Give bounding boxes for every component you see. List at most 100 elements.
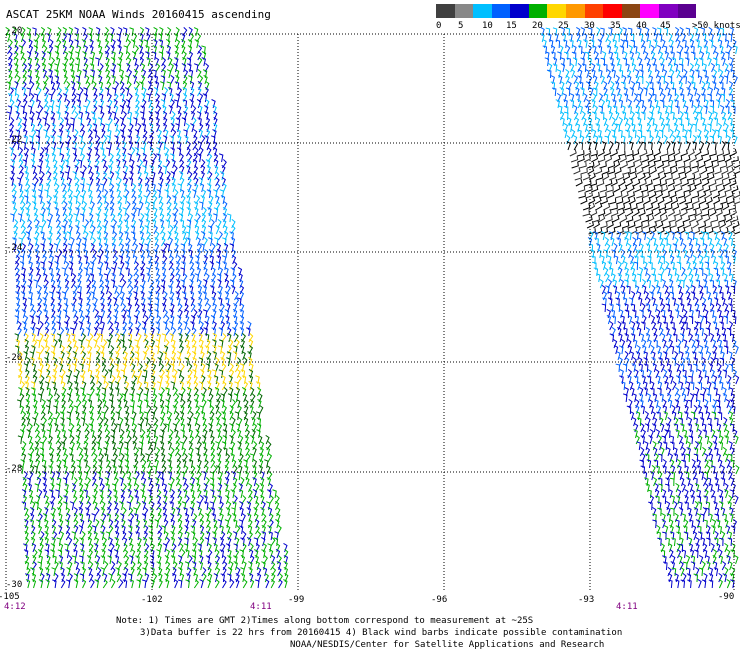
wind-barb bbox=[615, 141, 620, 151]
wind-barb bbox=[612, 285, 618, 295]
wind-barb bbox=[194, 273, 200, 283]
wind-barb bbox=[27, 453, 33, 463]
wind-barb bbox=[710, 185, 718, 193]
wind-barb bbox=[592, 261, 597, 271]
wind-barb bbox=[231, 273, 237, 283]
wind-barb bbox=[145, 357, 151, 367]
wind-barb bbox=[714, 167, 722, 175]
wind-barb bbox=[233, 302, 238, 313]
wind-barb bbox=[174, 411, 180, 421]
wind-barb bbox=[45, 165, 51, 175]
wind-barb bbox=[169, 321, 174, 331]
wind-barb bbox=[593, 220, 600, 229]
wind-barb bbox=[548, 62, 553, 73]
wind-barb bbox=[133, 45, 140, 55]
wind-barb bbox=[188, 453, 193, 463]
wind-barb bbox=[135, 345, 140, 355]
wind-barb bbox=[199, 495, 204, 505]
wind-barb bbox=[66, 152, 71, 163]
legend-swatch bbox=[473, 4, 492, 18]
wind-barb bbox=[205, 477, 210, 487]
wind-barb bbox=[618, 333, 623, 343]
wind-barb bbox=[123, 219, 129, 229]
wind-barb bbox=[114, 525, 119, 535]
wind-barb bbox=[705, 501, 711, 511]
wind-barb bbox=[199, 537, 205, 547]
wind-barb bbox=[63, 74, 68, 85]
wind-barb bbox=[643, 387, 648, 397]
wind-barb bbox=[681, 459, 686, 469]
wind-barb bbox=[19, 255, 25, 265]
wind-barb bbox=[197, 57, 203, 67]
wind-barb bbox=[101, 512, 107, 523]
wind-barb bbox=[696, 512, 702, 523]
wind-barb bbox=[35, 80, 40, 91]
map-grid bbox=[5, 33, 735, 590]
wind-barb bbox=[680, 203, 689, 211]
wind-barb bbox=[186, 165, 191, 175]
wind-barb bbox=[646, 39, 652, 49]
wind-barb bbox=[662, 338, 667, 349]
wind-barb bbox=[138, 159, 144, 169]
wind-barb bbox=[705, 141, 711, 151]
wind-barb bbox=[120, 333, 125, 343]
wind-barb bbox=[122, 207, 127, 217]
wind-barb bbox=[181, 501, 187, 511]
wind-barb bbox=[204, 345, 210, 355]
wind-barb bbox=[133, 242, 139, 253]
wind-barb bbox=[179, 381, 184, 391]
wind-barb bbox=[259, 446, 264, 457]
wind-barb bbox=[208, 231, 213, 241]
wind-barb bbox=[97, 381, 102, 391]
wind-barb bbox=[86, 555, 92, 565]
wind-barb bbox=[683, 185, 692, 193]
wind-barb bbox=[74, 164, 79, 175]
wind-barb bbox=[582, 210, 590, 217]
wind-barb bbox=[675, 345, 681, 355]
wind-barb bbox=[50, 495, 56, 505]
wind-barb bbox=[147, 489, 152, 499]
wind-barb bbox=[726, 166, 734, 175]
wind-barb bbox=[559, 44, 564, 55]
wind-barb bbox=[232, 327, 237, 337]
wind-barb bbox=[591, 99, 596, 109]
wind-barb bbox=[617, 173, 625, 181]
wind-barb bbox=[692, 344, 697, 355]
wind-barb bbox=[56, 291, 61, 301]
wind-barb bbox=[57, 249, 63, 259]
wind-barb bbox=[233, 555, 238, 565]
wind-barb bbox=[194, 392, 200, 403]
wind-barb bbox=[600, 197, 608, 205]
wind-barb bbox=[640, 405, 646, 415]
wind-barb bbox=[238, 416, 243, 427]
wind-barb bbox=[104, 404, 109, 415]
wind-barb bbox=[76, 45, 82, 55]
wind-barb bbox=[695, 339, 700, 349]
wind-barb bbox=[595, 116, 601, 127]
wind-barb bbox=[86, 272, 91, 283]
wind-barb bbox=[77, 471, 83, 481]
wind-barb bbox=[87, 351, 92, 361]
wind-barb bbox=[123, 164, 129, 175]
wind-barb bbox=[104, 38, 110, 49]
wind-barb bbox=[108, 333, 114, 343]
wind-barb bbox=[665, 326, 670, 337]
wind-barb bbox=[46, 200, 51, 211]
wind-barb bbox=[144, 243, 149, 253]
wind-barb bbox=[577, 155, 585, 163]
wind-barb bbox=[698, 554, 704, 565]
wind-barb bbox=[594, 57, 600, 67]
wind-barb bbox=[629, 167, 637, 175]
wind-barb bbox=[180, 279, 185, 289]
wind-barb bbox=[718, 459, 723, 469]
wind-barb bbox=[73, 321, 78, 331]
wind-barb bbox=[94, 375, 100, 385]
wind-barb bbox=[32, 27, 37, 37]
wind-barb bbox=[146, 273, 151, 283]
wind-barb bbox=[226, 213, 232, 223]
wind-barb bbox=[256, 531, 262, 541]
wind-barb bbox=[168, 105, 173, 115]
wind-barb bbox=[672, 380, 677, 391]
wind-barb bbox=[627, 161, 635, 169]
wind-barb bbox=[172, 405, 178, 415]
